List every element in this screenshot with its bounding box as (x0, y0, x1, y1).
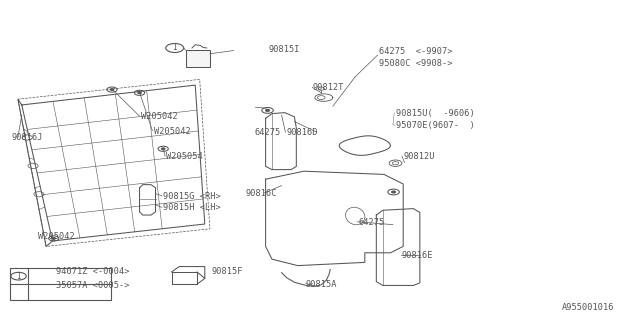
Text: 90812T: 90812T (312, 84, 344, 92)
Text: 90815A: 90815A (306, 280, 337, 289)
Text: 90815H <LH>: 90815H <LH> (163, 204, 221, 212)
Text: 90816E: 90816E (402, 252, 433, 260)
Text: 95080C <9908->: 95080C <9908-> (379, 60, 452, 68)
Text: 90816D: 90816D (287, 128, 318, 137)
Text: 1: 1 (172, 44, 177, 52)
Text: 90816J: 90816J (12, 133, 43, 142)
Circle shape (110, 89, 114, 91)
Circle shape (266, 109, 269, 111)
Text: 90815F: 90815F (211, 268, 243, 276)
Text: 90816C: 90816C (245, 189, 276, 198)
Text: 90815I: 90815I (269, 45, 300, 54)
Text: A955001016: A955001016 (562, 303, 614, 312)
Text: 64275: 64275 (358, 218, 385, 227)
Circle shape (138, 92, 141, 94)
Circle shape (52, 237, 56, 239)
FancyBboxPatch shape (186, 50, 210, 67)
Text: 90815G <RH>: 90815G <RH> (163, 192, 221, 201)
Circle shape (392, 191, 396, 193)
Text: 90815U(  -9606): 90815U( -9606) (396, 109, 474, 118)
Circle shape (161, 148, 165, 150)
Text: 1: 1 (16, 272, 21, 281)
Text: 64275: 64275 (255, 128, 281, 137)
Text: W205042: W205042 (141, 112, 177, 121)
Text: 94071Z <-0004>: 94071Z <-0004> (56, 268, 130, 276)
Text: W205042: W205042 (154, 127, 190, 136)
Text: 95070E(9607-  ): 95070E(9607- ) (396, 121, 474, 130)
Bar (10, 268, 111, 300)
Text: W205042: W205042 (38, 232, 75, 241)
Text: 64275  <-9907>: 64275 <-9907> (379, 47, 452, 56)
Text: W205054: W205054 (166, 152, 203, 161)
Text: 90812U: 90812U (403, 152, 435, 161)
Text: 35057A <0005->: 35057A <0005-> (56, 281, 130, 290)
